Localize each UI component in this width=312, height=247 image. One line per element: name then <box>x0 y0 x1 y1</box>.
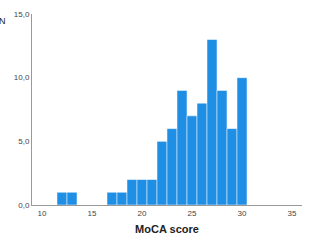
svg-text:N: N <box>0 16 6 26</box>
svg-text:25: 25 <box>188 209 197 218</box>
svg-text:30: 30 <box>238 209 247 218</box>
svg-text:0,0: 0,0 <box>18 201 30 210</box>
svg-text:15: 15 <box>88 209 97 218</box>
svg-text:10: 10 <box>38 209 47 218</box>
svg-text:MoCA score: MoCA score <box>135 223 199 235</box>
svg-text:10,0: 10,0 <box>14 73 30 82</box>
svg-text:15,0: 15,0 <box>14 10 30 19</box>
svg-text:35: 35 <box>288 209 297 218</box>
svg-text:20: 20 <box>138 209 147 218</box>
svg-text:5,0: 5,0 <box>18 137 30 146</box>
